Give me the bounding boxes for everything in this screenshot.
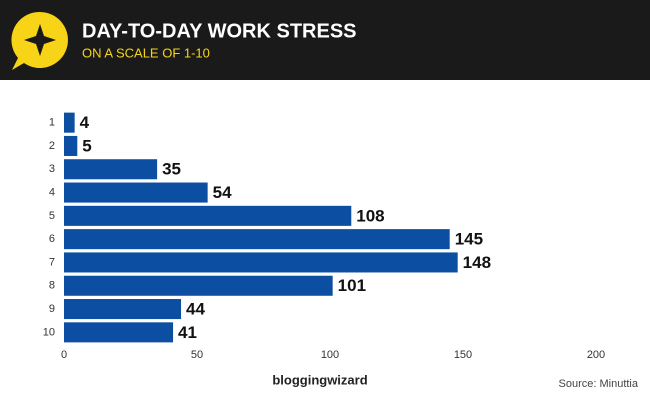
y-tick-label: 3 [49, 163, 55, 175]
logo: bloggingwizard [272, 372, 367, 387]
y-tick-label: 5 [49, 210, 55, 222]
x-tick-label: 150 [454, 349, 472, 361]
y-tick-label: 2 [49, 140, 55, 152]
y-tick-label: 10 [43, 326, 55, 338]
data-label: 145 [455, 230, 483, 249]
header-icon [11, 11, 68, 71]
data-label: 108 [356, 206, 384, 225]
y-tick-label: 6 [49, 233, 55, 245]
data-label: 148 [463, 253, 491, 272]
bar [64, 299, 182, 320]
x-tick-label: 0 [61, 349, 67, 361]
bar [64, 229, 450, 250]
bar [64, 159, 158, 180]
bar [64, 182, 208, 203]
bar [64, 112, 75, 133]
y-tick-label: 4 [49, 186, 55, 198]
bar [64, 252, 458, 273]
data-label: 4 [80, 113, 90, 132]
chart-subtitle: ON A SCALE OF 1-10 [82, 45, 210, 60]
x-tick-label: 50 [191, 349, 203, 361]
source-note: Source: Minuttia [559, 378, 639, 390]
data-label: 5 [82, 136, 91, 155]
bar [64, 275, 333, 296]
header-band [0, 0, 650, 80]
y-tick-label: 1 [49, 117, 55, 129]
chart-title: DAY-TO-DAY WORK STRESS [82, 20, 357, 42]
x-tick-label: 200 [587, 349, 605, 361]
y-tick-label: 7 [49, 256, 55, 268]
bar [64, 205, 352, 226]
data-label: 41 [178, 323, 197, 342]
data-label: 35 [162, 160, 181, 179]
y-tick-label: 9 [49, 303, 55, 315]
y-tick-label: 8 [49, 280, 55, 292]
bar [64, 322, 174, 343]
data-label: 44 [186, 300, 205, 319]
bar [64, 135, 78, 156]
data-label: 54 [213, 183, 232, 202]
data-label: 101 [338, 276, 366, 295]
x-tick-label: 100 [321, 349, 339, 361]
